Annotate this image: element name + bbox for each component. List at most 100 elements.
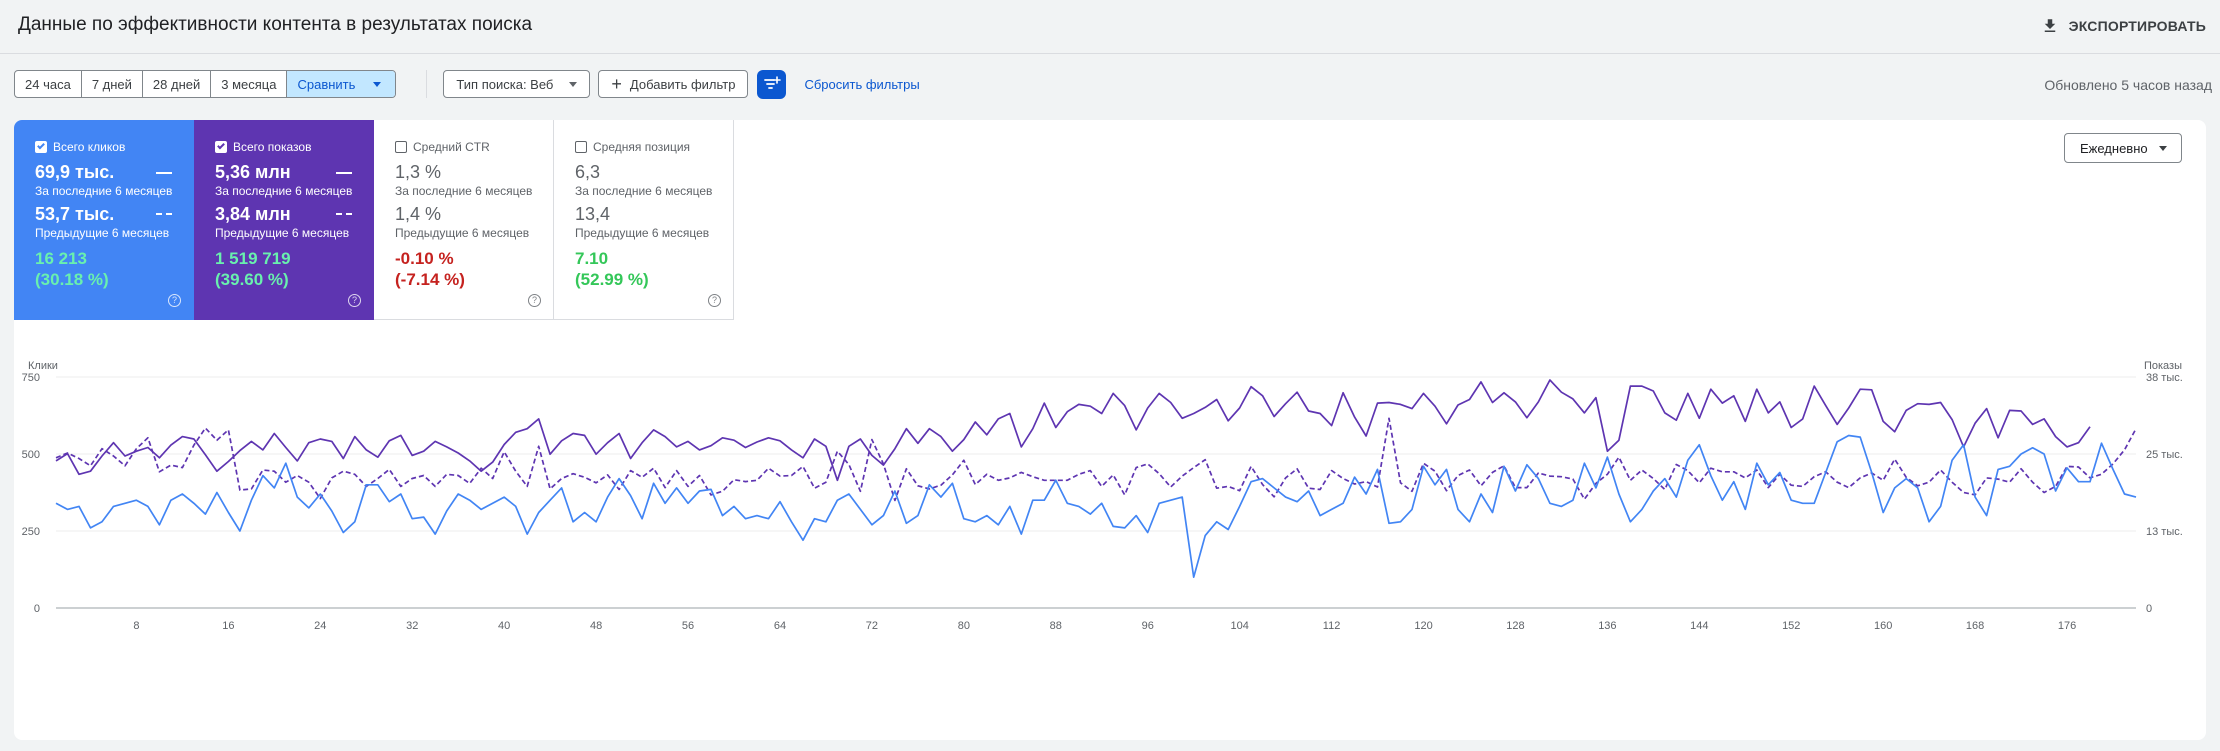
previous-period-label: Предыдущие 6 месяцев	[35, 226, 170, 240]
compare-dropdown[interactable]: Сравнить	[287, 71, 396, 97]
current-value: 5,36 млн	[215, 162, 291, 182]
checkbox-checked-icon[interactable]	[215, 141, 227, 153]
x-tick: 144	[1690, 620, 1708, 632]
metric-label: Всего показов	[215, 140, 374, 154]
previous-value-row: 1,4 %	[395, 204, 553, 224]
metric-card-ctr[interactable]: Средний CTR 1,3 % За последние 6 месяцев…	[374, 120, 554, 320]
delta-percent: (52.99 %)	[575, 270, 649, 289]
metric-title: Средний CTR	[413, 140, 490, 154]
performance-chart[interactable]: Клики Показы 0 0 250 13 тыс. 500 25 тыс. 750 38 т…	[14, 320, 2206, 740]
checkbox-unchecked-icon[interactable]	[395, 141, 407, 153]
add-filter-button[interactable]: + Добавить фильтр	[598, 70, 749, 98]
y-tick-right: 0	[2146, 603, 2152, 615]
current-period-label: За последние 6 месяцев	[575, 184, 713, 198]
date-range-selector: 24 часа 7 дней 28 дней 3 месяца Сравнить	[14, 70, 397, 98]
export-label: ЭКСПОРТИРОВАТЬ	[2068, 18, 2206, 34]
metric-label: Всего кликов	[35, 140, 194, 154]
series-line-2	[55, 434, 2137, 579]
help-icon[interactable]: ?	[528, 294, 541, 307]
x-tick: 64	[774, 620, 786, 632]
metric-card-impressions[interactable]: Всего показов 5,36 млн За последние 6 ме…	[194, 120, 374, 320]
solid-line-legend-icon	[156, 172, 172, 174]
x-tick: 8	[133, 620, 139, 632]
checkbox-checked-icon[interactable]	[35, 141, 47, 153]
previous-value: 1,4 %	[395, 204, 442, 224]
current-value-row: 6,3	[575, 162, 733, 182]
delta-absolute: -0.10 %	[395, 249, 454, 268]
y-tick-left: 500	[22, 449, 40, 461]
metric-label: Средняя позиция	[575, 140, 733, 154]
current-period-label: За последние 6 месяцев	[215, 184, 353, 198]
x-tick: 112	[1323, 620, 1341, 632]
previous-value: 13,4	[575, 204, 611, 224]
help-icon[interactable]: ?	[348, 294, 361, 307]
y-axis-title-right: Показы	[2144, 360, 2182, 372]
metric-title: Всего показов	[233, 140, 312, 154]
x-tick: 48	[590, 620, 602, 632]
y-tick-left: 750	[22, 372, 40, 384]
metric-card-clicks[interactable]: Всего кликов 69,9 тыс. За последние 6 ме…	[14, 120, 194, 320]
delta-value: -0.10 % (-7.14 %)	[395, 248, 553, 290]
chevron-down-icon	[373, 81, 382, 87]
chevron-down-icon	[2159, 146, 2167, 151]
range-24h-button[interactable]: 24 часа	[15, 71, 82, 97]
current-value: 69,9 тыс.	[35, 162, 115, 182]
range-3m-button[interactable]: 3 месяца	[211, 71, 288, 97]
metric-label: Средний CTR	[395, 140, 553, 154]
current-value-row: 5,36 млн	[215, 162, 374, 182]
x-tick: 80	[958, 620, 970, 632]
current-period-label: За последние 6 месяцев	[395, 184, 533, 198]
filter-settings-button[interactable]	[757, 69, 787, 99]
export-button[interactable]: ЭКСПОРТИРОВАТЬ	[2041, 13, 2206, 39]
dashed-line-legend-icon	[336, 213, 352, 215]
delta-value: 1 519 719 (39.60 %)	[215, 248, 374, 290]
previous-value: 53,7 тыс.	[35, 204, 115, 224]
x-tick: 160	[1874, 620, 1892, 632]
delta-absolute: 16 213	[35, 249, 87, 268]
previous-period-label: Предыдущие 6 месяцев	[395, 226, 530, 240]
x-tick: 56	[682, 620, 694, 632]
checkbox-unchecked-icon[interactable]	[575, 141, 587, 153]
delta-percent: (39.60 %)	[215, 270, 289, 289]
range-7d-button[interactable]: 7 дней	[82, 71, 143, 97]
toolbar-divider	[426, 70, 428, 98]
previous-period-label: Предыдущие 6 месяцев	[575, 226, 710, 240]
delta-percent: (-7.14 %)	[395, 270, 465, 289]
granularity-dropdown[interactable]: Ежедневно	[2064, 133, 2182, 163]
y-tick-left: 0	[34, 603, 40, 615]
current-value-row: 1,3 %	[395, 162, 553, 182]
series-line-1	[55, 417, 2137, 502]
x-tick: 88	[1050, 620, 1062, 632]
search-type-dropdown[interactable]: Тип поиска: Веб	[443, 70, 591, 98]
y-tick-right: 13 тыс.	[2146, 526, 2183, 538]
previous-value: 3,84 млн	[215, 204, 291, 224]
updated-status: Обновлено 5 часов назад	[2044, 77, 2212, 93]
download-icon	[2044, 19, 2055, 32]
performance-panel: Всего кликов 69,9 тыс. За последние 6 ме…	[14, 120, 2206, 740]
x-tick: 128	[1506, 620, 1524, 632]
current-period-label: За последние 6 месяцев	[35, 184, 173, 198]
x-tick: 24	[314, 620, 326, 632]
page-title: Данные по эффективности контента в резул…	[18, 14, 533, 35]
x-tick: 176	[2058, 620, 2076, 632]
x-tick: 152	[1782, 620, 1800, 632]
help-icon[interactable]: ?	[708, 294, 721, 307]
solid-line-legend-icon	[336, 172, 352, 174]
current-value: 6,3	[575, 162, 601, 182]
y-tick-right: 25 тыс.	[2146, 449, 2183, 461]
delta-value: 7.10 (52.99 %)	[575, 248, 733, 290]
metric-card-position[interactable]: Средняя позиция 6,3 За последние 6 месяц…	[554, 120, 734, 320]
help-icon[interactable]: ?	[168, 294, 181, 307]
compare-label: Сравнить	[297, 76, 356, 92]
delta-value: 16 213 (30.18 %)	[35, 248, 194, 290]
y-axis-title-left: Клики	[28, 360, 58, 372]
search-type-label: Тип поиска: Веб	[456, 76, 554, 92]
x-tick: 120	[1414, 620, 1432, 632]
reset-filters-link[interactable]: Сбросить фильтры	[804, 76, 920, 92]
previous-value-row: 13,4	[575, 204, 733, 224]
header: Данные по эффективности контента в резул…	[0, 0, 2220, 54]
current-value-row: 69,9 тыс.	[35, 162, 194, 182]
x-tick: 40	[498, 620, 510, 632]
range-28d-button[interactable]: 28 дней	[143, 71, 212, 97]
metric-title: Средняя позиция	[593, 140, 691, 154]
